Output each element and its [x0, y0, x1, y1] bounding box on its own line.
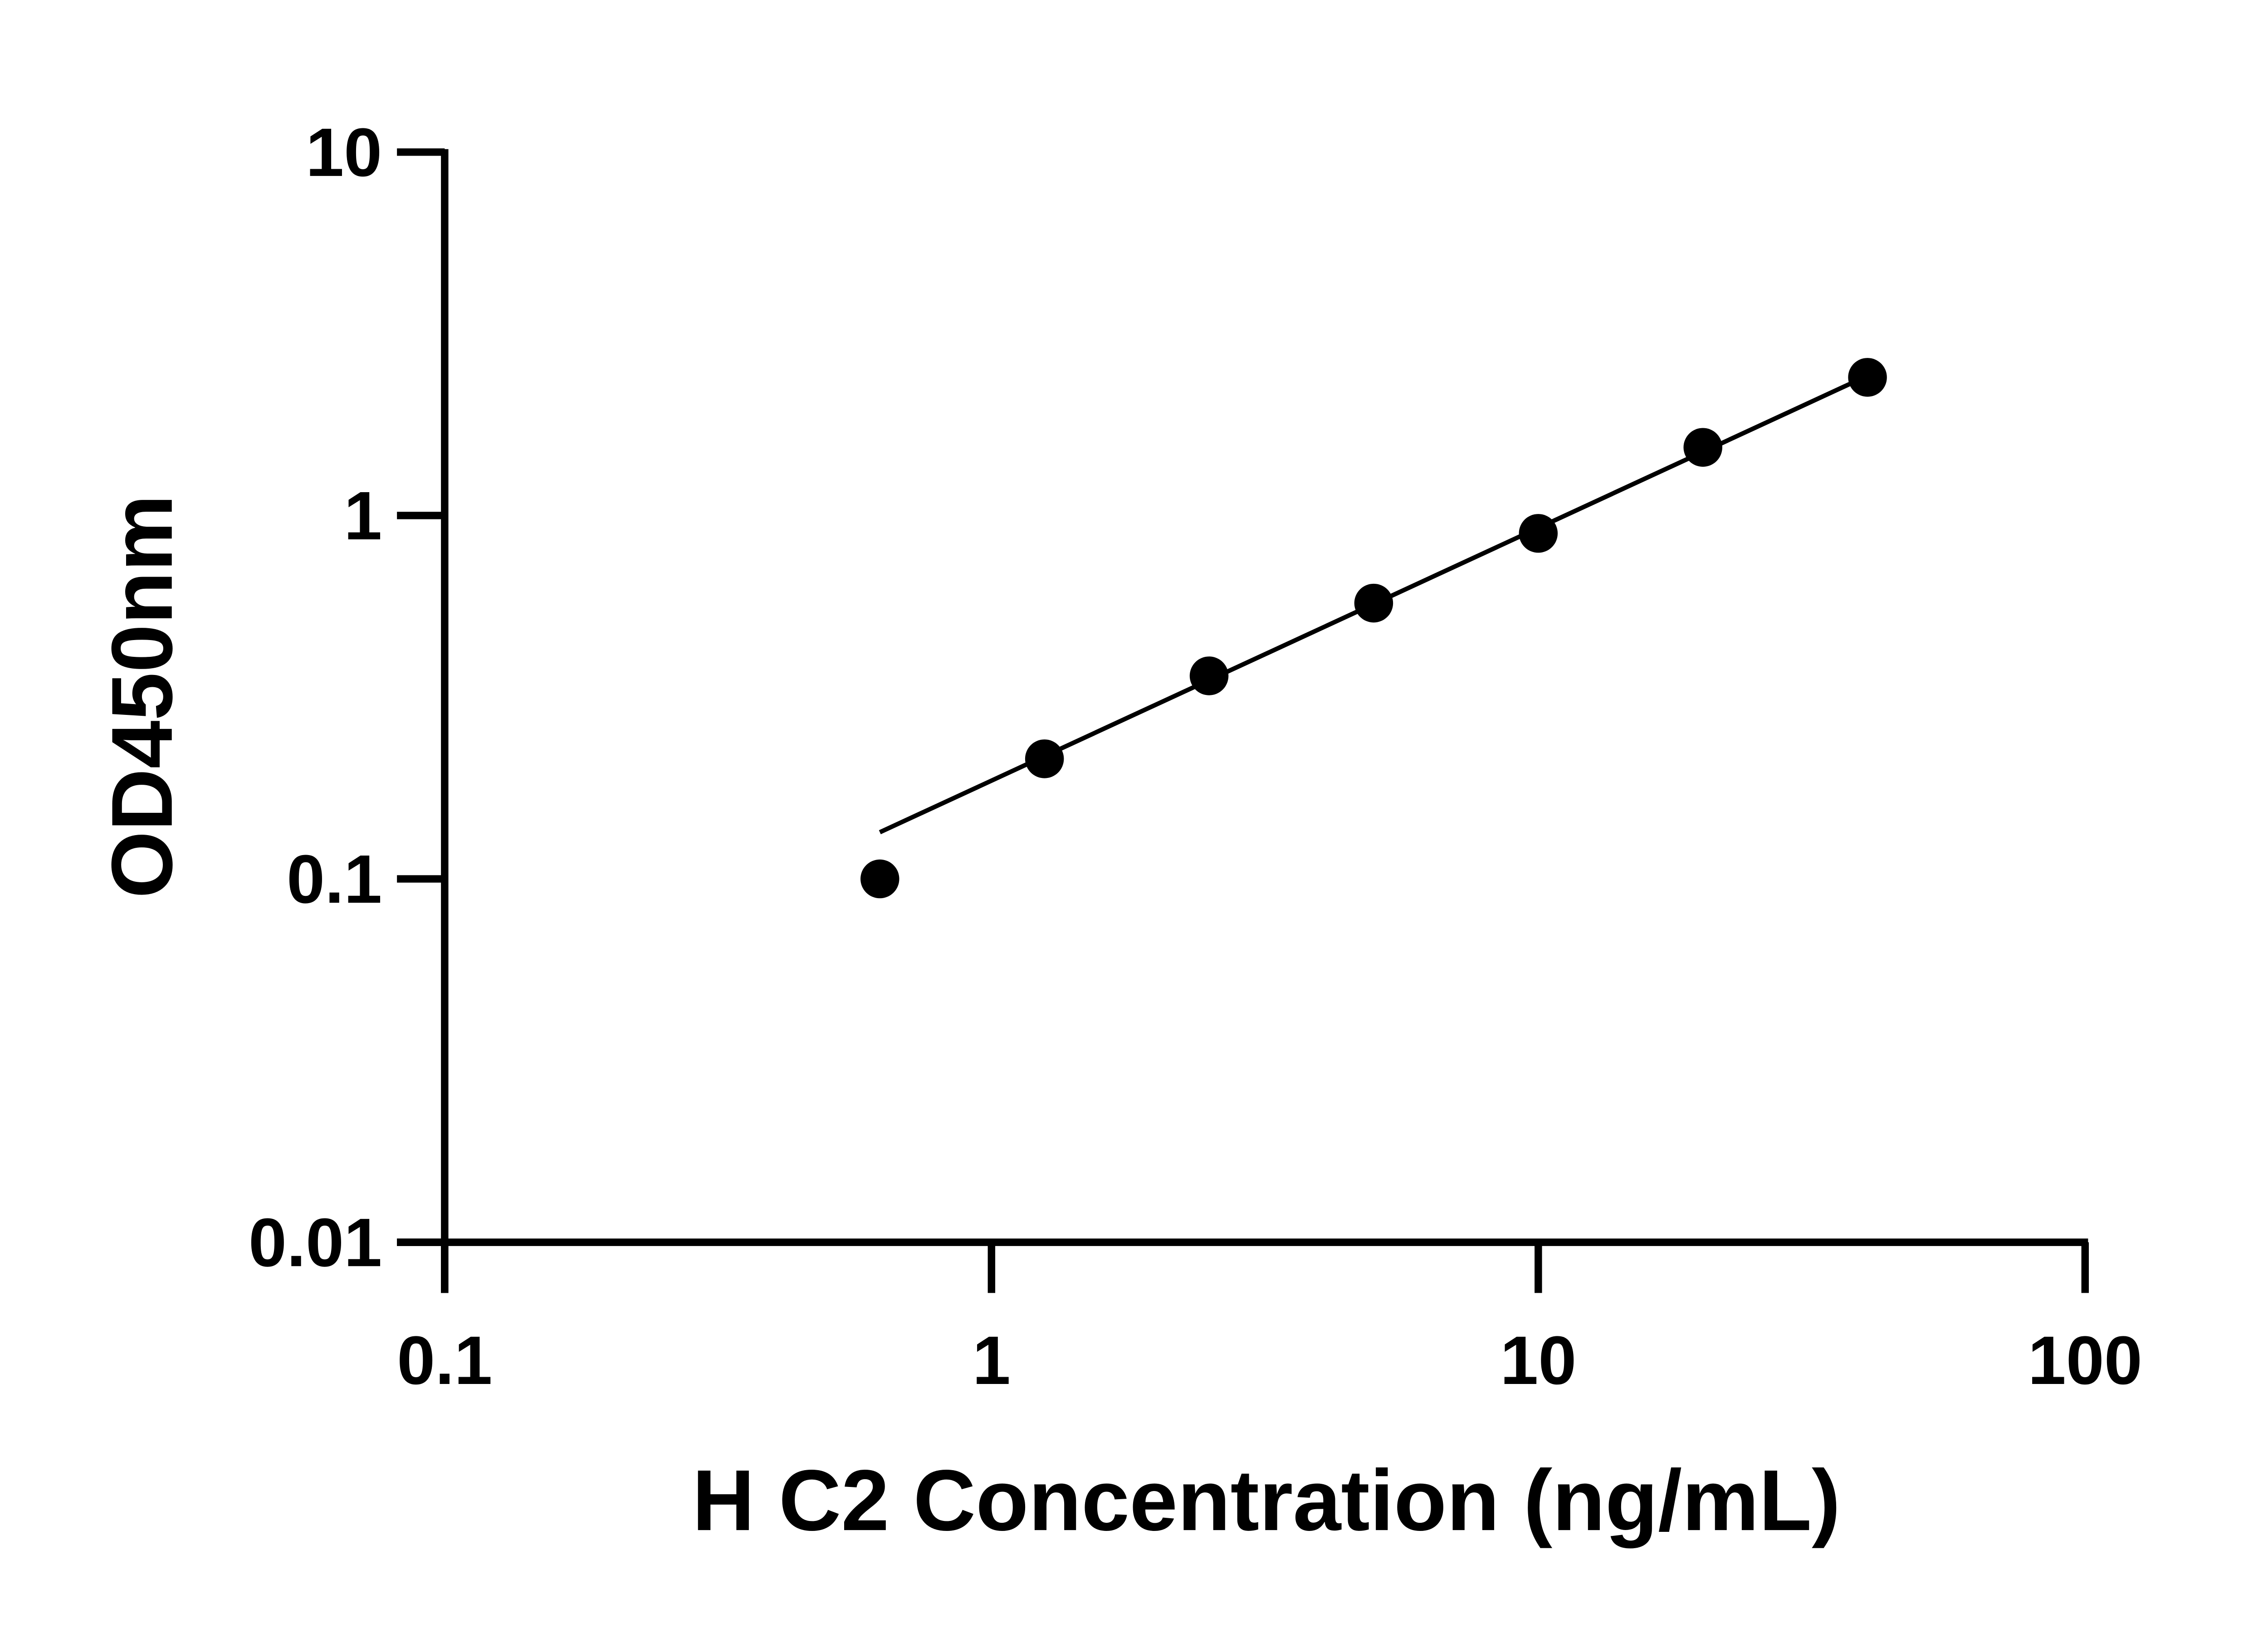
data-point [860, 859, 899, 899]
x-tick-label: 0.1 [397, 1322, 492, 1399]
axes [397, 149, 2088, 1293]
x-tick-label: 1 [973, 1322, 1011, 1399]
x-tick-label: 100 [2028, 1322, 2142, 1399]
x-tick-label: 10 [1500, 1322, 1576, 1399]
data-point [1848, 358, 1887, 397]
y-tick-label: 0.01 [249, 1204, 382, 1281]
y-axis-title: OD450nm [94, 494, 191, 898]
data-point [1189, 656, 1229, 695]
y-tick-label: 1 [344, 478, 382, 554]
x-axis-title: H C2 Concentration (ng/mL) [692, 1452, 1841, 1549]
y-tick-label: 10 [306, 114, 382, 191]
data-point [1519, 514, 1558, 553]
data-point [1683, 428, 1722, 467]
data-point [1354, 583, 1393, 623]
y-tick-label: 0.1 [287, 841, 382, 918]
data-point [1025, 739, 1064, 778]
